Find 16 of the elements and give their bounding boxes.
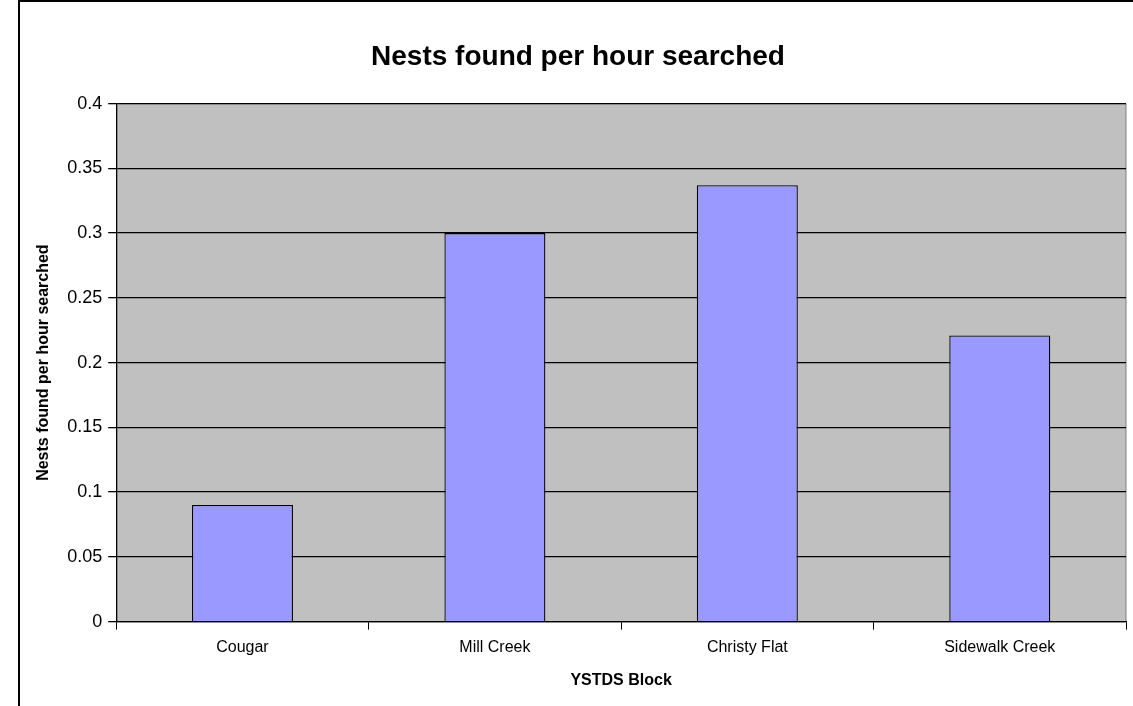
x-tick-label: Mill Creek — [459, 637, 532, 655]
y-tick-label: 0.15 — [67, 416, 103, 437]
y-tick-label: 0.25 — [67, 286, 103, 307]
x-tick-label: Christy Flat — [706, 637, 789, 655]
y-tick-label: 0.1 — [77, 481, 103, 502]
x-tick-label: Sidewalk Creek — [944, 637, 1057, 655]
x-tick-label: Cougar — [216, 637, 270, 655]
y-tick-label: 0.3 — [77, 222, 103, 243]
y-tick-label: 0.35 — [67, 157, 103, 178]
y-tick-label: 0.2 — [77, 351, 103, 372]
y-tick-label: 0 — [92, 610, 103, 631]
x-axis-title: YSTDS Block — [570, 670, 672, 688]
chart-title: Nests found per hour searched — [371, 39, 785, 71]
y-tick-label: 0.05 — [67, 545, 103, 566]
y-axis-title: Nests found per hour searched — [34, 244, 52, 481]
y-tick-label: 0.4 — [77, 92, 103, 113]
